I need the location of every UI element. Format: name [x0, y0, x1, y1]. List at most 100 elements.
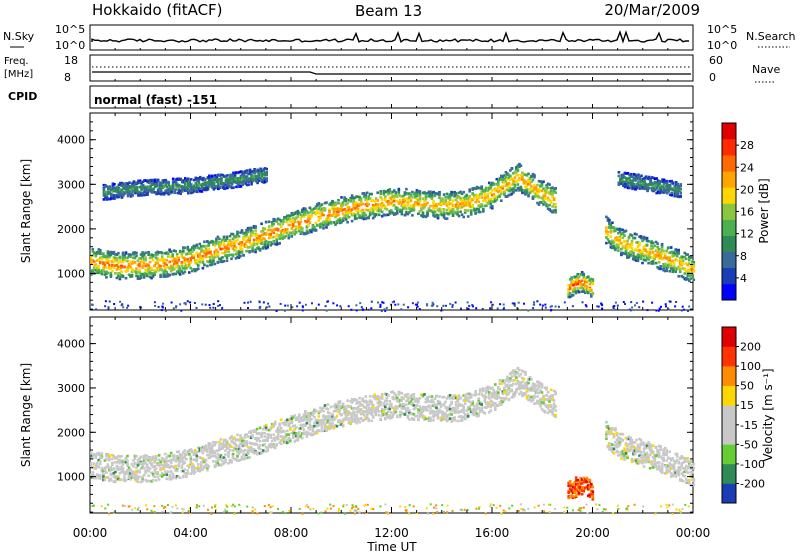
cell [584, 287, 587, 290]
cell [272, 437, 275, 440]
cell [110, 197, 113, 200]
cell [405, 187, 408, 191]
cell [198, 259, 202, 262]
cell [97, 251, 101, 254]
cell [459, 204, 462, 207]
cell [489, 206, 493, 209]
cell [120, 181, 124, 185]
cell [459, 202, 462, 206]
cell [254, 248, 257, 252]
cell [175, 253, 179, 256]
cell [138, 181, 142, 185]
cell [176, 177, 179, 181]
cell [228, 241, 232, 245]
cell [667, 187, 670, 190]
cell [216, 461, 220, 465]
cell [273, 242, 277, 246]
cell [169, 250, 173, 253]
cell [618, 230, 622, 234]
cell [426, 214, 429, 217]
cell [605, 226, 608, 229]
cell [368, 213, 372, 217]
cell [519, 164, 523, 167]
cell [606, 219, 610, 222]
cell [269, 228, 272, 232]
cell [448, 198, 452, 201]
cell [240, 230, 244, 233]
cell [212, 259, 215, 263]
cell [135, 479, 138, 483]
cell [295, 231, 298, 234]
cell [573, 283, 576, 286]
cell [379, 192, 382, 196]
cell [669, 264, 673, 267]
cell [182, 267, 185, 270]
cell [624, 303, 626, 305]
cell [141, 272, 144, 276]
cell [182, 451, 185, 454]
cell [126, 186, 130, 189]
cell [257, 235, 260, 238]
cell [486, 202, 490, 206]
cell [240, 442, 244, 445]
cell [186, 252, 190, 255]
cell [635, 186, 639, 189]
cell [533, 188, 536, 191]
cell [224, 449, 227, 452]
cell [584, 284, 587, 287]
cell [213, 451, 217, 455]
cell [147, 456, 150, 459]
cell [376, 209, 379, 213]
cell [350, 208, 354, 211]
cell [133, 478, 137, 481]
cell [320, 203, 324, 206]
cell [127, 472, 131, 475]
cell [263, 232, 266, 235]
cell [123, 255, 126, 259]
cell [213, 441, 217, 445]
cell [531, 178, 535, 182]
cell [647, 187, 651, 190]
cell [504, 180, 508, 183]
cell [148, 272, 152, 275]
cell [605, 236, 608, 239]
cell [390, 209, 393, 212]
cell [272, 424, 275, 428]
cell [263, 180, 267, 184]
cell [460, 192, 464, 196]
cell [657, 247, 661, 251]
cell [338, 217, 342, 220]
cell [113, 197, 116, 200]
cell [612, 305, 615, 308]
cell [417, 190, 420, 193]
cell [148, 457, 152, 460]
cell [238, 185, 241, 188]
cell [409, 193, 413, 197]
cell [126, 269, 129, 272]
cell [263, 241, 266, 244]
cell [157, 464, 161, 467]
cell [379, 190, 382, 193]
cell [240, 243, 244, 246]
cell [242, 175, 246, 178]
cell [225, 237, 229, 241]
cell [540, 184, 544, 187]
cell [211, 183, 214, 186]
cell [161, 181, 164, 185]
cell [667, 308, 670, 311]
cell [262, 179, 265, 182]
cell [609, 223, 613, 227]
cell [117, 274, 120, 278]
cell [114, 470, 117, 474]
cell [600, 302, 603, 305]
cell [254, 169, 258, 173]
cell [109, 465, 113, 469]
cell [507, 193, 511, 197]
cell [177, 178, 181, 181]
cell [290, 211, 294, 215]
cell [648, 252, 652, 256]
cell [212, 257, 215, 260]
cell [688, 279, 691, 283]
cell [554, 211, 557, 214]
cell [178, 476, 182, 480]
